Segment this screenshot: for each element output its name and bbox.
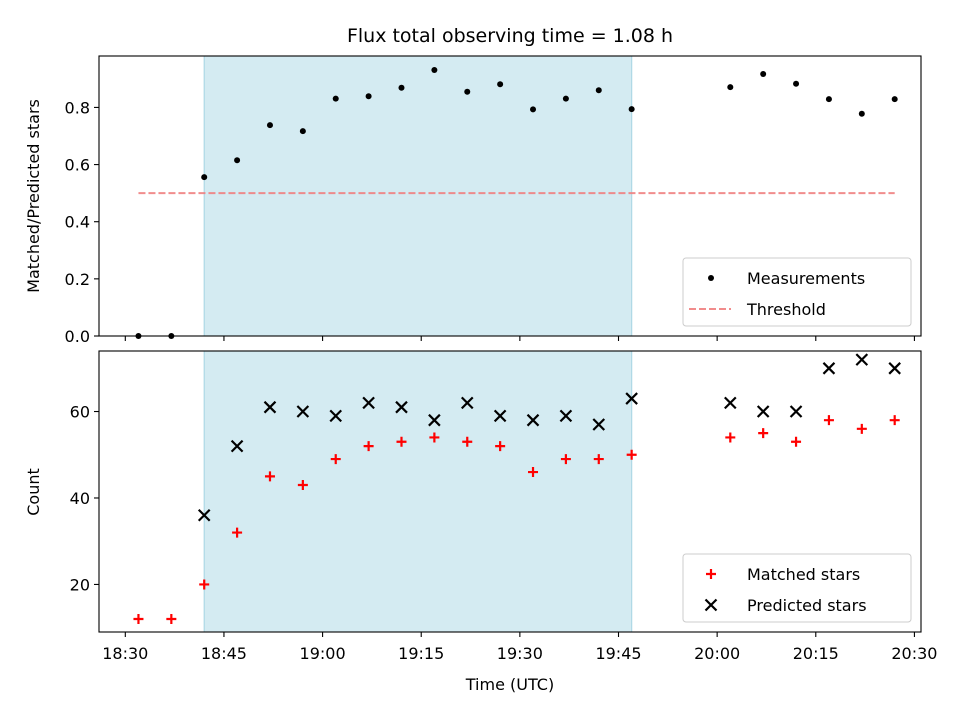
x-tick-label: 19:30	[497, 644, 543, 663]
measurement-point	[398, 84, 405, 91]
measurement-point	[497, 81, 504, 88]
matched-stars-point	[560, 454, 571, 465]
predicted-stars-point	[855, 353, 869, 366]
measurement-point	[595, 87, 602, 94]
measurement-point	[365, 93, 372, 100]
chart-title: Flux total observing time = 1.08 h	[347, 25, 673, 47]
top-y-tick-label: 0.6	[65, 156, 90, 175]
bottom-axes-frame	[98, 350, 922, 633]
bottom-y-axis-label: Count	[24, 468, 43, 516]
matched-stars-point	[462, 436, 473, 447]
x-tick-label: 20:00	[694, 644, 740, 663]
matched-stars-point	[133, 614, 144, 625]
measurement-point	[266, 122, 273, 129]
matched-stars-point	[396, 436, 407, 447]
matched-stars-point	[758, 428, 769, 439]
measurement-point	[562, 95, 569, 102]
x-tick-label: 19:00	[300, 644, 346, 663]
matched-stars-point	[232, 527, 243, 538]
bottom-shaded-region	[204, 351, 632, 632]
predicted-stars-point	[493, 409, 507, 423]
matched-stars-point	[363, 441, 374, 452]
measurement-point	[299, 128, 306, 135]
matched-stars-point	[264, 471, 275, 482]
predicted-stars-point	[756, 405, 770, 418]
matched-stars-point	[199, 579, 210, 590]
matched-stars-point	[791, 436, 802, 447]
matched-stars-point	[725, 432, 736, 443]
matched-stars-point	[528, 467, 539, 478]
predicted-stars-point	[789, 405, 803, 418]
legend-label: Threshold	[746, 300, 826, 319]
predicted-stars-point	[822, 362, 836, 375]
bottom-y-tick-label: 40	[70, 489, 90, 508]
predicted-stars-point	[625, 392, 638, 405]
matched-stars-point	[823, 415, 834, 426]
x-axis-label: Time (UTC)	[465, 675, 554, 694]
legend-label: Predicted stars	[747, 596, 867, 615]
measurement-point	[858, 110, 865, 117]
bottom-y-tick-label: 60	[70, 403, 90, 422]
x-tick-label: 20:15	[793, 644, 839, 663]
x-tick-label: 18:45	[201, 644, 247, 663]
matched-stars-point	[889, 415, 900, 426]
matched-stars-point	[593, 454, 604, 465]
predicted-stars-point	[329, 409, 343, 423]
top-y-tick-label: 0.4	[65, 213, 90, 232]
measurement-point	[201, 174, 208, 181]
top-axes-frame	[98, 55, 922, 337]
top-legend	[682, 257, 912, 327]
predicted-stars-point	[724, 396, 737, 410]
top-y-axis-label: Matched/Predicted stars	[24, 99, 43, 293]
x-tick-label: 19:45	[595, 644, 641, 663]
measurement-point	[891, 96, 898, 103]
matched-stars-point	[429, 432, 440, 443]
top-y-tick-label: 0.0	[65, 327, 90, 346]
predicted-stars-point	[197, 508, 211, 522]
predicted-stars-point	[888, 362, 901, 375]
measurement-point	[234, 157, 241, 164]
x-tick-label: 18:30	[102, 644, 148, 663]
measurement-point	[760, 71, 767, 77]
measurement-point	[431, 67, 438, 73]
measurement-point	[825, 96, 832, 103]
matched-stars-point	[297, 480, 308, 491]
matched-stars-point	[330, 454, 341, 465]
predicted-stars-point	[428, 413, 441, 427]
legend-measurements-marker	[708, 275, 714, 281]
bottom-panel: 18:30 18:45 19:00 19:15 19:30 19:45 20:00 20:15…	[70, 350, 937, 663]
top-panel: 0.0 0.2 0.4 0.6 0.8 Measurements Threshold	[65, 55, 922, 346]
predicted-stars-point	[296, 405, 310, 418]
top-shaded-region	[204, 56, 632, 336]
predicted-stars-point	[362, 396, 375, 410]
top-y-tick-label: 0.8	[65, 98, 90, 117]
predicted-stars-point	[263, 400, 277, 414]
legend-matched-stars-marker	[706, 569, 716, 579]
matched-stars-point	[626, 449, 637, 460]
measurement-point	[530, 106, 537, 113]
measurement-point	[793, 80, 800, 87]
predicted-stars-point	[559, 409, 573, 423]
matched-stars-point	[856, 423, 867, 434]
x-tick-label: 19:15	[398, 644, 444, 663]
predicted-stars-point	[460, 396, 474, 410]
bottom-legend	[682, 553, 912, 623]
x-tick-label: 20:30	[891, 644, 937, 663]
legend-predicted-stars-marker	[704, 598, 718, 612]
legend-label: Matched stars	[747, 565, 860, 584]
measurement-point	[332, 95, 339, 102]
measurement-point	[464, 88, 471, 95]
bottom-y-tick-label: 20	[70, 575, 90, 594]
measurement-point	[628, 106, 635, 113]
predicted-stars-point	[592, 418, 606, 431]
predicted-stars-point	[230, 439, 244, 453]
matched-stars-point	[495, 441, 506, 452]
predicted-stars-point	[395, 400, 408, 414]
legend-label: Measurements	[747, 269, 865, 288]
measurement-point	[727, 84, 734, 91]
predicted-stars-point	[526, 413, 540, 427]
top-y-tick-label: 0.2	[65, 270, 90, 289]
matched-stars-point	[166, 614, 177, 625]
